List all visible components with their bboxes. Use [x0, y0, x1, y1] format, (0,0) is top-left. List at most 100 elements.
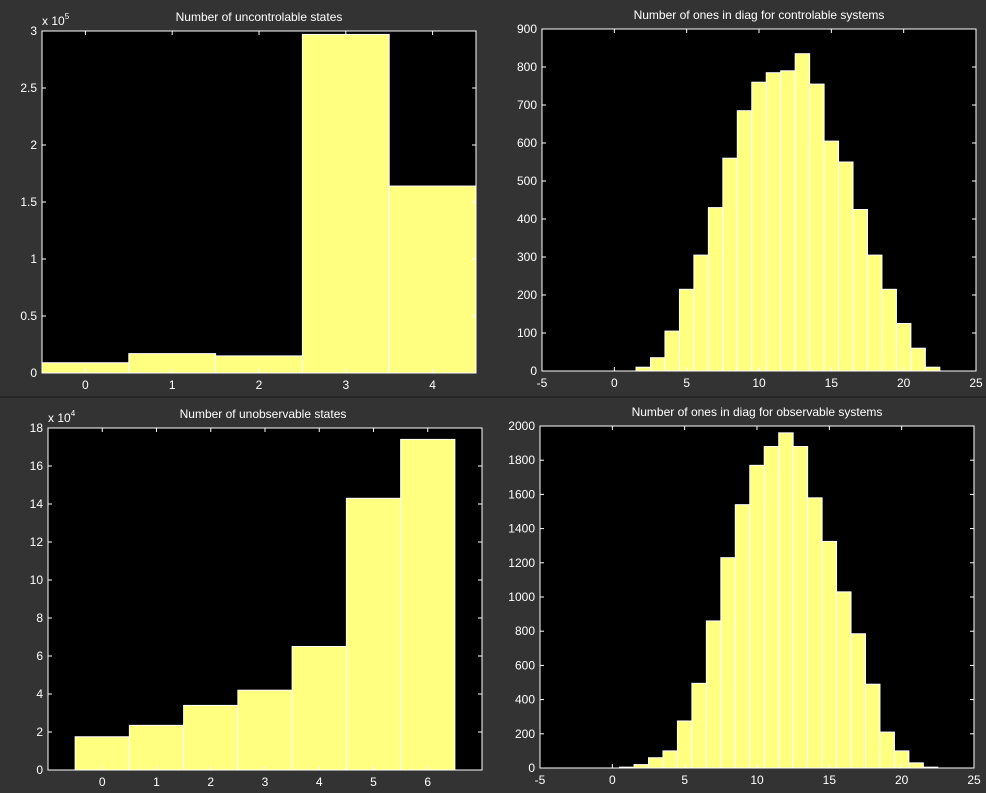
histogram-bar: [705, 620, 722, 769]
histogram-bar: [734, 504, 751, 769]
histogram-bar: [765, 72, 782, 372]
x-tick-label: 3: [262, 775, 269, 789]
ticks-group: -5 0 5 10 15 20 250200400600800100012001400160…: [508, 419, 981, 787]
histogram-bar: [792, 446, 809, 769]
y-tick-label: 1800: [508, 453, 535, 467]
histogram-bar: [388, 185, 477, 374]
y-tick-label: 3: [30, 24, 37, 38]
axes-observable-systems: -5 0 5 10 15 20 250200400600800100012001400160…: [508, 405, 981, 787]
histogram-bar: [910, 347, 926, 372]
x-tick-label: 20: [895, 773, 909, 787]
histogram-bar: [662, 750, 678, 769]
y-tick-label: 100: [517, 326, 537, 340]
histogram-bar: [650, 357, 666, 372]
histogram-bar: [924, 366, 941, 372]
x-tick-label: 0: [99, 775, 106, 789]
histogram-bar: [908, 762, 924, 769]
histogram-bar: [74, 736, 130, 771]
histogram-bar: [778, 432, 794, 769]
y-tick-label: 18: [30, 421, 44, 435]
histogram-bar: [780, 70, 796, 372]
histogram-bar: [301, 33, 390, 374]
histogram-bar: [128, 724, 185, 771]
y-tick-label: 2.5: [20, 81, 37, 95]
histogram-bar: [736, 110, 753, 372]
axes-uncontrolable-states: 0 1 2 3 4 0 0.5 1 1.5 2 2.5 3 Number of uncontrolab…: [20, 10, 477, 392]
histogram-bar: [807, 497, 823, 769]
x-tick-label: 2: [256, 378, 263, 392]
x-tick-label: 1: [169, 378, 176, 392]
histogram-bar: [823, 140, 840, 372]
histogram-bar: [676, 720, 693, 769]
x-tick-label: 2: [207, 775, 214, 789]
histogram-bar: [838, 161, 854, 372]
x-tick-label: 0: [82, 378, 89, 392]
histogram-bar: [751, 81, 767, 372]
histogram-bar: [794, 53, 811, 372]
y-tick-label: 4: [36, 687, 43, 701]
x-tick-label: 15: [825, 376, 839, 390]
x-tick-label: 20: [897, 376, 911, 390]
x-tick-label: 1: [153, 775, 160, 789]
histogram-bar: [635, 366, 651, 372]
y-tick-label: 400: [517, 212, 537, 226]
y-tick-label: 600: [515, 658, 535, 672]
y-tick-label: 16: [30, 459, 44, 473]
y-tick-label: 1: [30, 252, 37, 266]
histogram-bar: [850, 633, 866, 769]
histogram-bar: [809, 83, 825, 372]
chart-title: Number of ones in diag for controlable s…: [634, 8, 885, 22]
y-tick-label: 1400: [508, 522, 535, 536]
histogram-bar: [895, 323, 912, 372]
histogram-bar: [691, 682, 707, 769]
histogram-bar: [633, 764, 649, 769]
x-tick-label: -5: [537, 376, 548, 390]
y-exponent-label: x 104: [48, 409, 76, 425]
histogram-bar: [345, 497, 402, 771]
y-tick-label: 2000: [508, 419, 535, 433]
histogram-bar: [664, 330, 680, 372]
x-tick-label: 6: [424, 775, 431, 789]
x-tick-label: 0: [609, 773, 616, 787]
axes-controlable-systems: -5 0 5 10 15 20 250100200300400500600700800900…: [517, 8, 983, 390]
bars-group: [635, 53, 941, 372]
y-tick-label: 10: [30, 573, 44, 587]
y-tick-label: 8: [36, 611, 43, 625]
y-tick-label: 1600: [508, 487, 535, 501]
histogram-bar: [722, 157, 738, 372]
y-tick-label: 0: [528, 761, 535, 775]
y-tick-label: 2: [30, 138, 37, 152]
histogram-bar: [183, 704, 239, 771]
y-tick-label: 2: [36, 725, 43, 739]
x-tick-label: 5: [681, 773, 688, 787]
histogram-bar: [867, 254, 883, 372]
x-tick-label: 10: [750, 773, 764, 787]
y-tick-label: 0: [530, 364, 537, 378]
y-tick-label: 800: [515, 624, 535, 638]
histogram-bar: [879, 731, 895, 769]
y-tick-label: 14: [30, 497, 44, 511]
x-tick-label: 3: [342, 378, 349, 392]
bars-group: [619, 432, 939, 769]
x-tick-label: 4: [316, 775, 323, 789]
chart-title: Number of uncontrolable states: [176, 10, 343, 24]
histogram-bar: [678, 288, 695, 372]
histogram-bar: [836, 591, 852, 769]
histogram-bar: [693, 254, 709, 372]
y-tick-label: 600: [517, 136, 537, 150]
y-tick-label: 1200: [508, 556, 535, 570]
y-tick-label: 200: [517, 288, 537, 302]
y-tick-label: 900: [517, 22, 537, 36]
histogram-bar: [865, 683, 881, 769]
y-tick-label: 0.5: [20, 309, 37, 323]
histogram-bar: [400, 438, 456, 771]
histogram-bar: [237, 689, 293, 771]
x-tick-label: 15: [823, 773, 837, 787]
y-tick-label: 800: [517, 60, 537, 74]
x-tick-label: -5: [535, 773, 546, 787]
ticks-group: 0 1 2 3 4 0 0.5 1 1.5 2 2.5 3: [20, 24, 476, 392]
x-tick-label: 0: [611, 376, 618, 390]
